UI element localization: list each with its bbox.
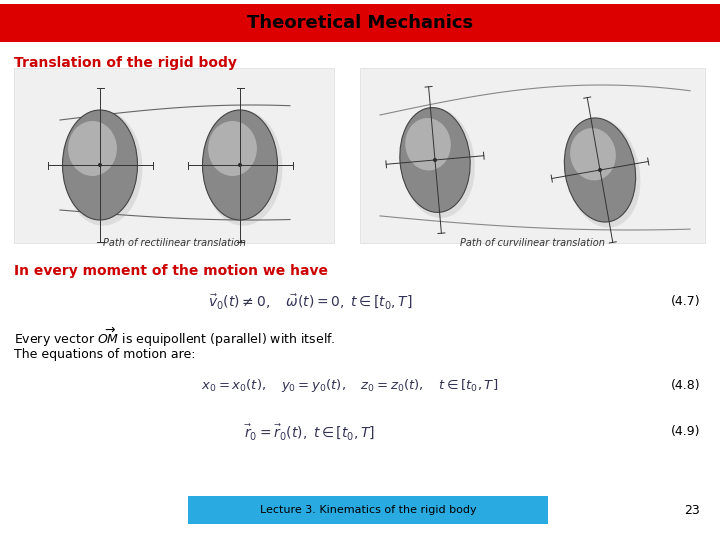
Text: 23: 23: [684, 503, 700, 516]
Ellipse shape: [63, 110, 143, 226]
Text: (4.7): (4.7): [670, 295, 700, 308]
FancyBboxPatch shape: [14, 68, 334, 243]
Text: The equations of motion are:: The equations of motion are:: [14, 348, 196, 361]
Text: (4.8): (4.8): [670, 380, 700, 393]
Ellipse shape: [566, 118, 640, 228]
Ellipse shape: [405, 118, 451, 171]
Ellipse shape: [564, 118, 636, 222]
Text: Path of rectilinear translation: Path of rectilinear translation: [102, 238, 246, 248]
Text: Theoretical Mechanics: Theoretical Mechanics: [247, 14, 473, 32]
Ellipse shape: [401, 108, 475, 218]
Ellipse shape: [238, 163, 242, 167]
Ellipse shape: [400, 107, 470, 212]
Ellipse shape: [208, 121, 257, 176]
Ellipse shape: [433, 158, 437, 162]
Ellipse shape: [570, 128, 616, 180]
FancyBboxPatch shape: [188, 496, 548, 524]
Text: Lecture 3. Kinematics of the rigid body: Lecture 3. Kinematics of the rigid body: [260, 505, 477, 515]
Text: Translation of the rigid body: Translation of the rigid body: [14, 56, 237, 70]
Ellipse shape: [98, 163, 102, 167]
Ellipse shape: [63, 110, 138, 220]
Text: $\vec{r}_0 = \vec{r}_0(t), \; t \in [t_0, T]$: $\vec{r}_0 = \vec{r}_0(t), \; t \in [t_0…: [244, 422, 376, 442]
Text: Every vector $\overrightarrow{OM}$ is equipollent (parallel) with itself.: Every vector $\overrightarrow{OM}$ is eq…: [14, 326, 336, 349]
Text: $x_0 = x_0(t), \quad y_0 = y_0(t), \quad z_0 = z_0(t), \quad t \in [t_0, T]$: $x_0 = x_0(t), \quad y_0 = y_0(t), \quad…: [202, 377, 498, 395]
Text: $\vec{v}_0(t) \neq 0, \quad \vec{\omega}(t) = 0, \; t \in [t_0, T]$: $\vec{v}_0(t) \neq 0, \quad \vec{\omega}…: [207, 293, 413, 311]
Ellipse shape: [68, 121, 117, 176]
Text: (4.9): (4.9): [670, 426, 700, 438]
Text: Path of curvilinear translation: Path of curvilinear translation: [459, 238, 604, 248]
Ellipse shape: [598, 168, 602, 172]
Ellipse shape: [204, 110, 282, 226]
Text: In every moment of the motion we have: In every moment of the motion we have: [14, 264, 328, 278]
FancyBboxPatch shape: [360, 68, 705, 243]
FancyBboxPatch shape: [0, 4, 720, 42]
Ellipse shape: [202, 110, 277, 220]
